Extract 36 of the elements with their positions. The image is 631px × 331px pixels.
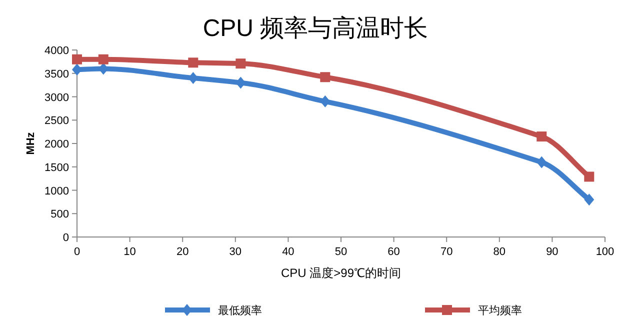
chart-title: CPU 频率与高温时长 bbox=[202, 15, 428, 42]
y-tick-label: 1000 bbox=[44, 185, 69, 198]
y-axis-title: MHz bbox=[25, 132, 37, 155]
point bbox=[72, 54, 82, 64]
legend-label: 最低频率 bbox=[218, 304, 262, 317]
x-tick-label: 20 bbox=[176, 246, 189, 258]
point bbox=[236, 76, 246, 89]
legend-label: 平均频率 bbox=[478, 304, 522, 317]
y-tick-label: 3000 bbox=[44, 92, 69, 104]
x-tick-label: 30 bbox=[229, 246, 242, 258]
point bbox=[188, 58, 198, 68]
point bbox=[236, 58, 246, 69]
y-tick-label: 500 bbox=[50, 208, 69, 221]
point bbox=[536, 156, 547, 168]
x-tick-label: 60 bbox=[388, 246, 400, 258]
y-tick-label: 1500 bbox=[44, 162, 69, 174]
y-tick-label: 4000 bbox=[44, 45, 69, 57]
point bbox=[320, 72, 330, 82]
x-tick-label: 40 bbox=[282, 246, 294, 258]
x-tick-label: 50 bbox=[334, 246, 348, 258]
point bbox=[320, 95, 330, 108]
x-tick-label: 90 bbox=[546, 246, 558, 258]
x-axis-title: CPU 温度>99℃的时间 bbox=[280, 266, 402, 280]
y-tick-label: 0 bbox=[62, 232, 69, 244]
x-tick-label: 10 bbox=[124, 246, 136, 258]
point bbox=[584, 172, 594, 182]
y-tick-label: 2500 bbox=[44, 115, 69, 128]
x-tick-label: 0 bbox=[74, 246, 80, 258]
x-tick-label: 100 bbox=[596, 246, 614, 258]
y-tick-label: 3500 bbox=[44, 68, 69, 80]
point bbox=[584, 194, 594, 206]
point bbox=[98, 54, 108, 64]
point bbox=[536, 131, 547, 142]
y-tick-label: 2000 bbox=[44, 138, 69, 150]
x-tick-label: 80 bbox=[493, 246, 506, 258]
x-tick-label: 70 bbox=[440, 246, 453, 258]
